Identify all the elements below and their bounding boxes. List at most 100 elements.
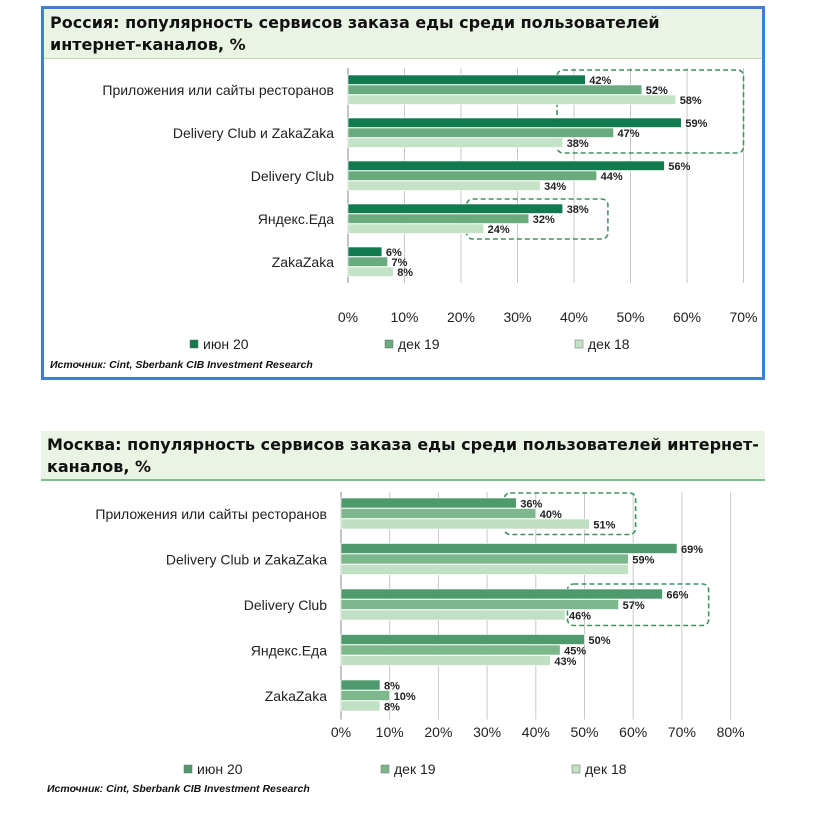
x-tick-label: 40% bbox=[522, 724, 550, 740]
legend-swatch bbox=[384, 339, 394, 349]
data-label: 10% bbox=[394, 691, 416, 703]
x-tick-label: 60% bbox=[673, 309, 701, 325]
data-label: 59% bbox=[632, 555, 654, 567]
moscow-chart-panel: Москва: популярность сервисов заказа еды… bbox=[41, 431, 765, 803]
category-label: ZakaZaka bbox=[272, 254, 334, 270]
data-label: 46% bbox=[569, 611, 591, 623]
data-label: 59% bbox=[685, 118, 707, 130]
bar bbox=[340, 497, 517, 509]
data-label: 32% bbox=[533, 214, 555, 226]
bar bbox=[340, 634, 585, 645]
data-label: 52% bbox=[646, 85, 668, 97]
data-label: 38% bbox=[567, 138, 589, 150]
data-label: 7% bbox=[392, 257, 408, 269]
legend-swatch bbox=[574, 339, 584, 349]
chart-title: Москва: популярность сервисов заказа еды… bbox=[47, 435, 759, 476]
data-label: 8% bbox=[384, 681, 400, 693]
bar bbox=[347, 203, 563, 214]
source-note: Источник: Cint, Sberbank CIB Investment … bbox=[47, 783, 310, 795]
bar bbox=[347, 180, 541, 191]
bar bbox=[347, 213, 530, 224]
data-label: 69% bbox=[681, 544, 703, 556]
highlight-box bbox=[503, 492, 637, 536]
bar bbox=[340, 679, 381, 691]
x-tick-label: 20% bbox=[424, 724, 452, 740]
category-label: Delivery Club bbox=[251, 168, 334, 184]
x-tick-label: 80% bbox=[717, 724, 745, 740]
bar bbox=[347, 246, 383, 257]
x-tick-label: 50% bbox=[570, 724, 598, 740]
x-tick-label: 10% bbox=[376, 724, 404, 740]
bar bbox=[347, 94, 677, 105]
data-label: 43% bbox=[554, 656, 576, 668]
data-label: 57% bbox=[623, 600, 645, 612]
x-tick-label: 40% bbox=[560, 309, 588, 325]
russia-chart-panel: Россия: популярность сервисов заказа еды… bbox=[41, 6, 765, 380]
legend-label: дек 18 bbox=[588, 336, 630, 352]
data-label: 38% bbox=[567, 204, 589, 216]
chart-title: Россия: популярность сервисов заказа еды… bbox=[50, 13, 660, 54]
bar bbox=[340, 690, 391, 701]
data-label: 36% bbox=[520, 499, 542, 511]
source-note: Источник: Cint, Sberbank CIB Investment … bbox=[50, 359, 313, 371]
russia-chart-plot: 0% 10% 20% 30% 40% 50% 60% 70% Приложения или са… bbox=[102, 68, 758, 352]
bar bbox=[340, 644, 561, 656]
bar bbox=[340, 609, 566, 621]
category-label: Delivery Club и ZakaZaka bbox=[173, 125, 334, 141]
category-label: Приложения или сайты ресторанов bbox=[95, 506, 327, 522]
chart-title-box: Москва: популярность сервисов заказа еды… bbox=[41, 431, 765, 481]
bar bbox=[347, 84, 643, 95]
category-label: Яндекс.Еда bbox=[251, 642, 327, 658]
legend-swatch bbox=[189, 339, 199, 349]
data-label: 51% bbox=[593, 520, 615, 532]
bar bbox=[340, 508, 537, 519]
bar bbox=[347, 74, 586, 85]
bar bbox=[340, 588, 663, 600]
legend-label: июн 20 bbox=[197, 761, 243, 777]
x-tick-label: 30% bbox=[473, 724, 501, 740]
bar bbox=[347, 117, 682, 128]
x-tick-label: 70% bbox=[729, 309, 757, 325]
x-tick-label: 60% bbox=[619, 724, 647, 740]
legend-label: дек 19 bbox=[394, 761, 436, 777]
x-tick-label: 70% bbox=[668, 724, 696, 740]
bar bbox=[340, 543, 678, 554]
data-label: 34% bbox=[544, 181, 566, 193]
data-label: 66% bbox=[666, 590, 688, 602]
bar bbox=[347, 137, 563, 148]
chart-title-box: Россия: популярность сервисов заказа еды… bbox=[44, 9, 762, 59]
bar bbox=[347, 127, 614, 138]
legend-swatch bbox=[571, 764, 581, 774]
bar bbox=[340, 564, 629, 575]
bar bbox=[340, 655, 551, 666]
x-tick-label: 50% bbox=[616, 309, 644, 325]
data-label: 8% bbox=[384, 702, 400, 714]
x-tick-label: 0% bbox=[338, 309, 358, 325]
bar bbox=[340, 700, 381, 712]
data-label: 50% bbox=[589, 635, 611, 647]
moscow-chart-plot: 0% 10% 20% 30% 40% 50% 60% 70% 80% Приложения или… bbox=[95, 492, 745, 777]
legend-label: июн 20 bbox=[203, 336, 249, 352]
data-label: 44% bbox=[601, 171, 623, 183]
data-label: 8% bbox=[397, 267, 413, 279]
legend-swatch bbox=[380, 764, 390, 774]
category-label: Delivery Club и ZakaZaka bbox=[166, 551, 327, 567]
data-label: 42% bbox=[589, 75, 611, 87]
data-label: 6% bbox=[386, 247, 402, 259]
bar bbox=[340, 518, 590, 530]
x-tick-label: 30% bbox=[503, 309, 531, 325]
category-label: Яндекс.Еда bbox=[258, 211, 334, 227]
category-label: ZakaZaka bbox=[265, 688, 327, 704]
x-tick-label: 10% bbox=[390, 309, 418, 325]
bar bbox=[340, 553, 629, 565]
legend-label: дек 19 bbox=[398, 336, 440, 352]
legend-swatch bbox=[183, 764, 193, 774]
data-label: 56% bbox=[668, 161, 690, 173]
data-label: 58% bbox=[680, 95, 702, 107]
data-label: 40% bbox=[540, 509, 562, 521]
bar bbox=[347, 256, 388, 267]
data-label: 45% bbox=[564, 646, 586, 658]
bar bbox=[347, 223, 484, 234]
x-tick-label: 20% bbox=[447, 309, 475, 325]
data-label: 47% bbox=[618, 128, 640, 140]
